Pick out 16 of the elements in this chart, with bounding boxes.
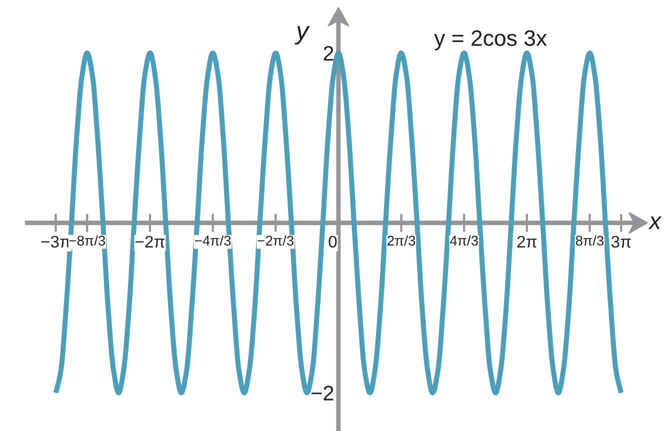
x-tick-label: 3π	[611, 236, 631, 248]
x-tick-label: −2π/3	[258, 235, 294, 246]
x-tick-label: −8π/3	[69, 235, 106, 246]
y-tick-label: 2	[324, 46, 334, 61]
x-tick-label: 2π	[517, 236, 537, 248]
x-tick-label: 0	[328, 236, 337, 248]
y-tick-label: −2	[312, 386, 334, 400]
x-tick-label: −2π	[136, 236, 164, 248]
x-tick-label: −4π/3	[194, 235, 231, 246]
x-tick-label: 4π/3	[450, 235, 478, 246]
series-label: y = 2cos 3x	[434, 30, 547, 50]
x-axis-title: x	[648, 216, 662, 229]
x-tick-label: 8π/3	[576, 235, 604, 246]
x-tick-label: −3π	[41, 236, 70, 248]
x-tick-label: 2π/3	[388, 235, 416, 246]
y-axis-title: y	[294, 26, 310, 45]
